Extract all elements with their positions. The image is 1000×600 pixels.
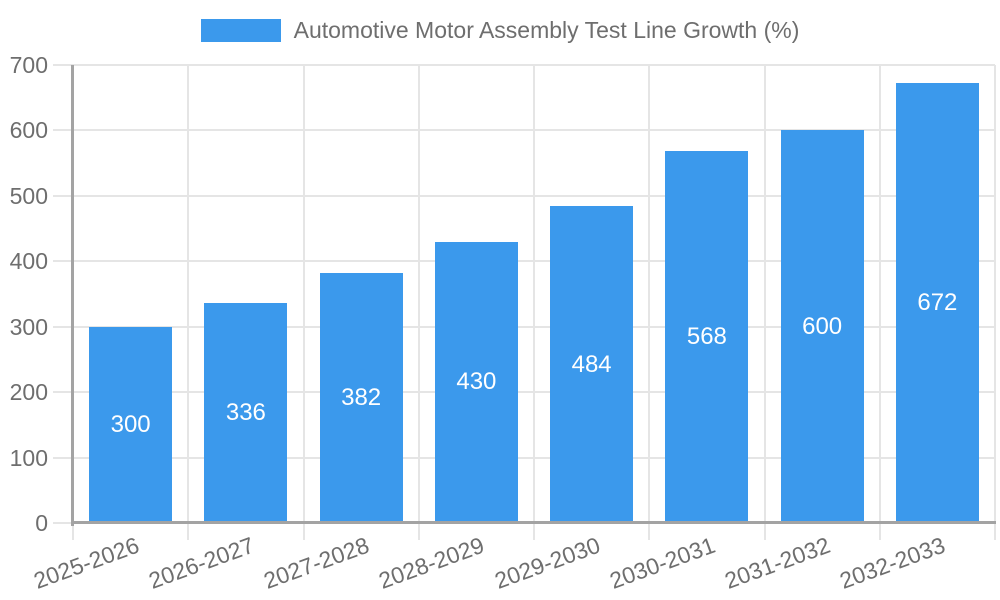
legend-swatch-icon xyxy=(200,19,281,42)
y-tick-label-500: 500 xyxy=(9,182,48,209)
bar-value-label-2031-2032: 600 xyxy=(802,312,843,340)
gridline-y-300 xyxy=(53,325,995,328)
y-tick-label-300: 300 xyxy=(9,313,48,340)
x-tick-label-2026-2027: 2026-2027 xyxy=(145,531,258,594)
x-tick-label-2029-2030: 2029-2030 xyxy=(490,531,604,594)
bar-2032-2033[interactable] xyxy=(895,83,979,523)
bar-value-label-2026-2027: 336 xyxy=(225,399,266,427)
gridline-x-1 xyxy=(187,65,190,540)
y-tick-label-700: 700 xyxy=(9,52,48,78)
y-axis-line xyxy=(71,65,74,526)
x-tick-label-2027-2028: 2027-2028 xyxy=(260,531,373,594)
y-tick-label-200: 200 xyxy=(9,379,48,406)
gridline-y-500 xyxy=(53,194,995,197)
bar-value-label-2030-2031: 568 xyxy=(686,323,727,351)
bar-value-label-2025-2026: 300 xyxy=(110,410,151,438)
bar-value-label-2029-2030: 484 xyxy=(571,350,612,378)
gridline-y-100 xyxy=(53,456,995,459)
y-tick-label-100: 100 xyxy=(9,444,48,471)
gridline-y-400 xyxy=(53,260,995,263)
bar-2028-2029[interactable] xyxy=(434,241,518,523)
x-axis-line xyxy=(71,521,996,524)
x-tick-label-2025-2026: 2025-2026 xyxy=(29,531,143,594)
bar-2031-2032[interactable] xyxy=(780,130,864,523)
bar-2030-2031[interactable] xyxy=(665,151,749,523)
legend-label: Automotive Motor Assembly Test Line Grow… xyxy=(293,17,800,43)
gridline-y-200 xyxy=(53,391,995,394)
gridline-x-6 xyxy=(763,65,766,540)
bar-2029-2030[interactable] xyxy=(550,206,634,523)
x-tick-label-2028-2029: 2028-2029 xyxy=(375,531,488,594)
bar-2025-2026[interactable] xyxy=(89,326,173,523)
gridline-x-7 xyxy=(878,65,881,540)
y-tick-label-400: 400 xyxy=(9,248,48,275)
x-tick-label-2030-2031: 2030-2031 xyxy=(606,531,719,594)
gridline-x-4 xyxy=(533,65,535,540)
gridline-y-700 xyxy=(53,64,995,66)
gridline-x-2 xyxy=(302,65,305,540)
y-tick-label-600: 600 xyxy=(9,117,48,144)
gridline-x-8 xyxy=(994,65,996,540)
gridline-x-5 xyxy=(648,65,651,540)
x-tick-label-2031-2032: 2031-2032 xyxy=(721,531,834,594)
legend[interactable]: Automotive Motor Assembly Test Line Grow… xyxy=(0,17,1000,44)
gridline-y-600 xyxy=(53,129,995,132)
bar-value-label-2032-2033: 672 xyxy=(917,289,958,317)
bar-value-label-2028-2029: 430 xyxy=(456,368,497,396)
bar-2026-2027[interactable] xyxy=(204,303,288,523)
x-tick-label-2032-2033: 2032-2033 xyxy=(836,531,949,594)
y-tick-label-0: 0 xyxy=(35,510,48,536)
bar-value-label-2027-2028: 382 xyxy=(341,384,382,412)
gridline-x-3 xyxy=(417,65,420,540)
bar-2027-2028[interactable] xyxy=(319,273,403,523)
